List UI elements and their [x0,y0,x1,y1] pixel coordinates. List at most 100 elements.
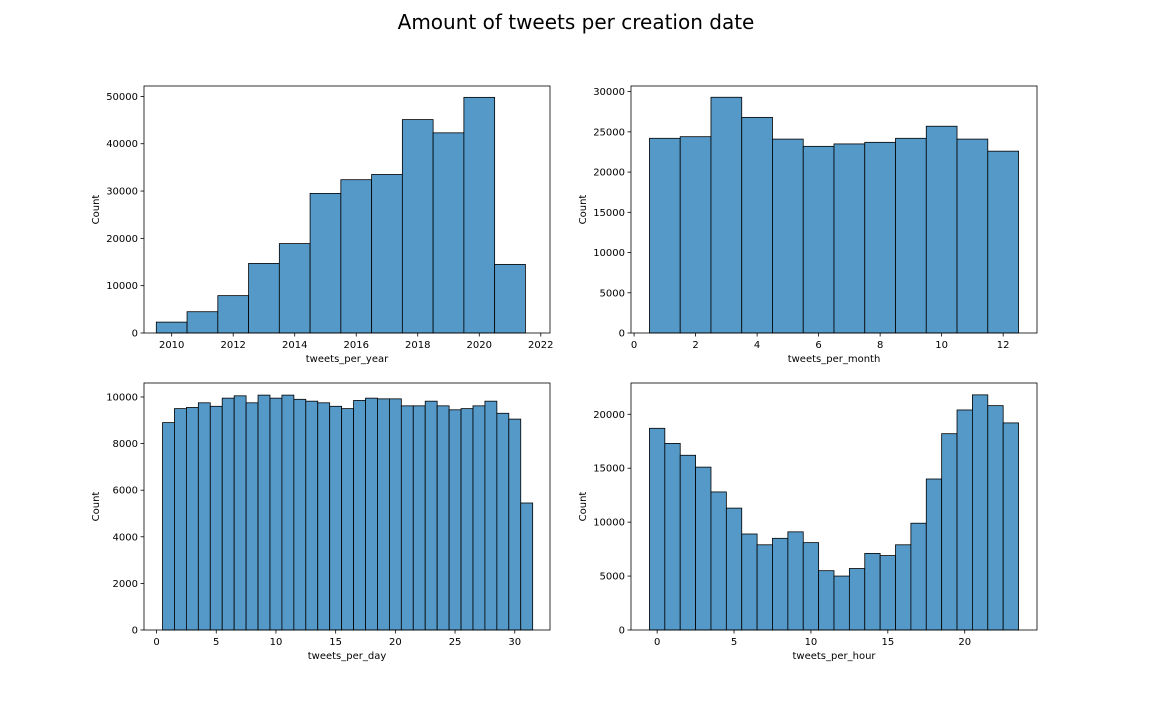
histogram-bar [309,193,342,334]
y-tick-label: 30000 [106,187,138,198]
x-tick-label: 0 [654,637,660,648]
histogram-bar [649,137,681,334]
x-tick-label: 6 [815,340,821,351]
histogram-bar [987,150,1019,334]
x-tick-label: 2020 [467,340,492,351]
histogram-bar [679,136,712,334]
histogram-bar [233,395,247,631]
histogram-bar [278,243,311,334]
histogram-bar [400,405,414,631]
histogram-bar [341,408,354,631]
histogram-bar [496,412,510,631]
histogram-bar [353,400,366,631]
histogram-bar [424,400,438,631]
histogram-bar [269,397,283,631]
histogram-bar [174,408,187,631]
histogram-bar [329,405,343,631]
x-tick-label: 2022 [528,340,553,351]
histogram-bar [305,400,319,631]
histogram-bar [879,555,896,631]
y-tick-label: 10000 [593,518,625,529]
histogram-bar [895,544,912,631]
histogram-bar [649,427,666,631]
y-tick-label: 40000 [106,139,138,150]
histogram-1: 2010 2012 2014 2016 2018 2020 2022 0 10000 20000 3… [91,85,553,365]
y-axis-label: Count [91,492,102,522]
y-tick-label: 4000 [113,532,138,543]
histogram-bar [987,405,1004,631]
histogram-bar [941,433,958,631]
x-tick-label: 2010 [159,340,184,351]
x-tick-label: 8 [877,340,883,351]
histogram-bar [162,422,175,631]
y-tick-label: 10000 [593,248,625,259]
x-tick-label: 30 [508,637,521,648]
x-axis-label: tweets_per_month [788,354,881,365]
histogram-bar [818,570,835,631]
histogram-bar [281,394,295,631]
x-tick-label: 0 [631,340,637,351]
histogram-bar [679,454,696,631]
y-tick-label: 30000 [593,87,625,98]
histogram-bar [340,179,373,334]
histogram-bar [848,568,866,631]
histogram-bar [436,405,450,631]
y-tick-label: 0 [132,626,138,637]
y-tick-label: 0 [619,329,625,340]
y-tick-label: 0 [619,626,625,637]
histogram-bar [956,409,973,631]
histogram-bar [833,143,866,334]
histogram-bar [972,394,989,631]
histogram-bar [209,405,223,631]
histogram-bar [432,132,465,334]
y-tick-label: 5000 [600,572,625,583]
histogram-2: 0 2 4 6 8 10 12 0 5000 10000 15000 20000 25000 30000 t… [578,85,1038,365]
y-tick-label: 10000 [106,281,138,292]
y-tick-label: 5000 [600,288,625,299]
histogram-bar [221,397,235,631]
histogram-bar [787,531,804,631]
histogram-bar [772,537,789,631]
x-tick-label: 25 [449,637,462,648]
y-tick-label: 20000 [593,168,625,179]
histogram-bar [245,402,259,631]
histogram-bar [365,397,378,631]
histogram-bar [695,466,712,631]
histogram-bar [864,141,896,334]
y-tick-label: 6000 [113,486,138,497]
histogram-bar [197,402,211,631]
histogram-3: 0 5 10 15 20 25 30 0 2000 4000 6000 8000 10000 tweets… [91,382,551,662]
subplots: 2010 2012 2014 2016 2018 2020 2022010000200003… [91,85,1038,662]
histogram-bar [741,116,773,334]
x-tick-label: 10 [270,637,283,648]
x-tick-label: 15 [881,637,894,648]
histogram-bar [484,400,498,631]
x-tick-label: 5 [731,637,737,648]
x-tick-label: 10 [805,637,818,648]
x-tick-label: 2014 [282,340,307,351]
histogram-bar [317,402,331,631]
histogram-bar [371,174,403,334]
histogram-bar [710,491,727,631]
x-tick-label: 10 [935,340,948,351]
histogram-bar [864,553,881,631]
histogram-bar [833,575,850,631]
histogram-bar [520,502,534,631]
y-tick-label: 0 [132,329,138,340]
x-axis-label: tweets_per_hour [792,651,876,662]
histogram-bar [248,263,280,334]
y-axis-label: Count [91,195,102,225]
histogram-bar [448,409,462,631]
histogram-bar [217,295,249,334]
histogram-bar [802,145,835,334]
histogram-bar [293,398,307,631]
figure-title: Amount of tweets per creation date [398,10,755,34]
histogram-bar [377,398,390,631]
histogram-bar [956,138,989,334]
axes-frame [143,382,551,631]
histogram-bar [388,398,402,631]
histogram-bar [494,263,526,334]
histogram-bar [463,96,496,334]
histogram-bar [910,522,927,631]
